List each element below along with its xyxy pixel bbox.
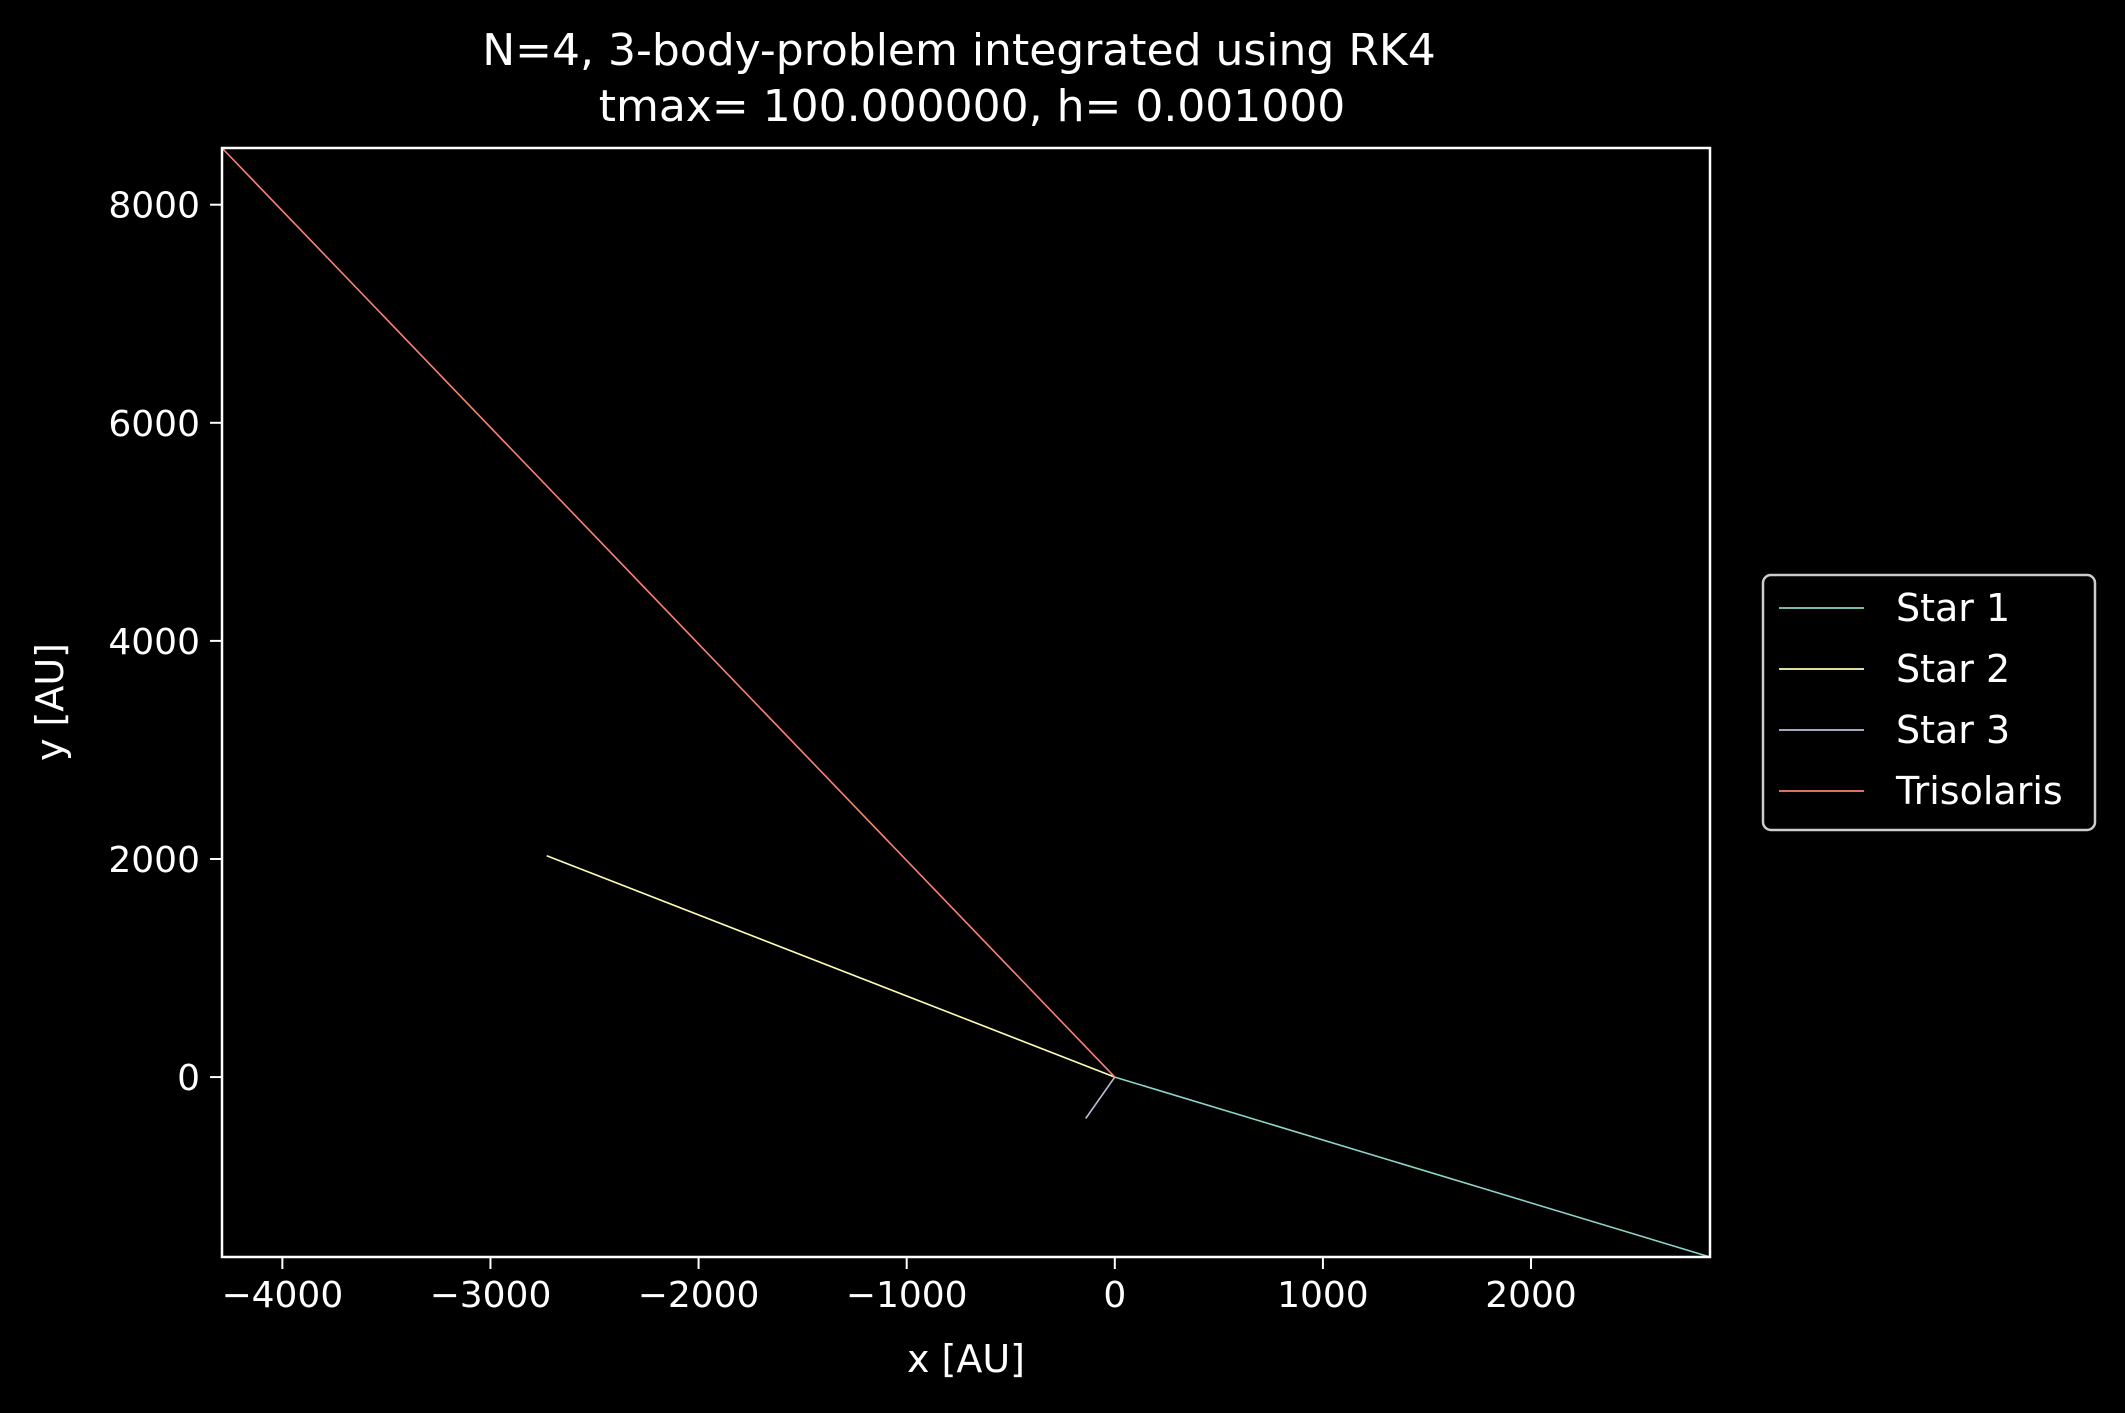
chart-title-line2: tmax= 100.000000, h= 0.001000 xyxy=(599,81,1346,132)
series-line-2 xyxy=(546,854,1116,1078)
y-tick-label: 8000 xyxy=(108,186,200,227)
x-tick-label: 1000 xyxy=(1277,1275,1369,1316)
legend-label: Star 3 xyxy=(1896,708,2010,752)
x-tick-label: −4000 xyxy=(221,1275,343,1316)
series-line-3 xyxy=(1085,1076,1116,1119)
ticks-layer: −4000 −3000 −2000 −1000 0 1000 2000 0 2000 4000 60… xyxy=(108,186,1576,1316)
chart-title-line1: N=4, 3-body-problem integrated using RK4 xyxy=(482,25,1436,76)
y-tick-label: 2000 xyxy=(108,840,200,881)
legend-label: Star 2 xyxy=(1896,647,2010,691)
x-tick-label: 0 xyxy=(1103,1275,1126,1316)
y-tick-label: 0 xyxy=(177,1058,200,1099)
axes-frame xyxy=(220,146,1712,1259)
x-tick-label: −3000 xyxy=(430,1275,552,1316)
x-tick-label: −1000 xyxy=(846,1275,968,1316)
y-axis-label: y [AU] xyxy=(28,643,72,761)
y-tick-label: 6000 xyxy=(108,404,200,445)
series-line-4 xyxy=(221,147,1116,1078)
legend-label: Star 1 xyxy=(1896,586,2010,630)
x-tick-label: 2000 xyxy=(1485,1275,1577,1316)
y-tick-label: 4000 xyxy=(108,622,200,663)
series-line-1 xyxy=(1114,1076,1711,1258)
legend: Star 1 Star 2 Star 3 Trisolaris xyxy=(1761,573,2097,832)
x-tick-label: −2000 xyxy=(638,1275,760,1316)
legend-label: Trisolaris xyxy=(1895,769,2063,813)
x-axis-label: x [AU] xyxy=(907,1337,1025,1381)
series-layer xyxy=(221,147,1711,1258)
legend-box xyxy=(1761,573,2097,832)
